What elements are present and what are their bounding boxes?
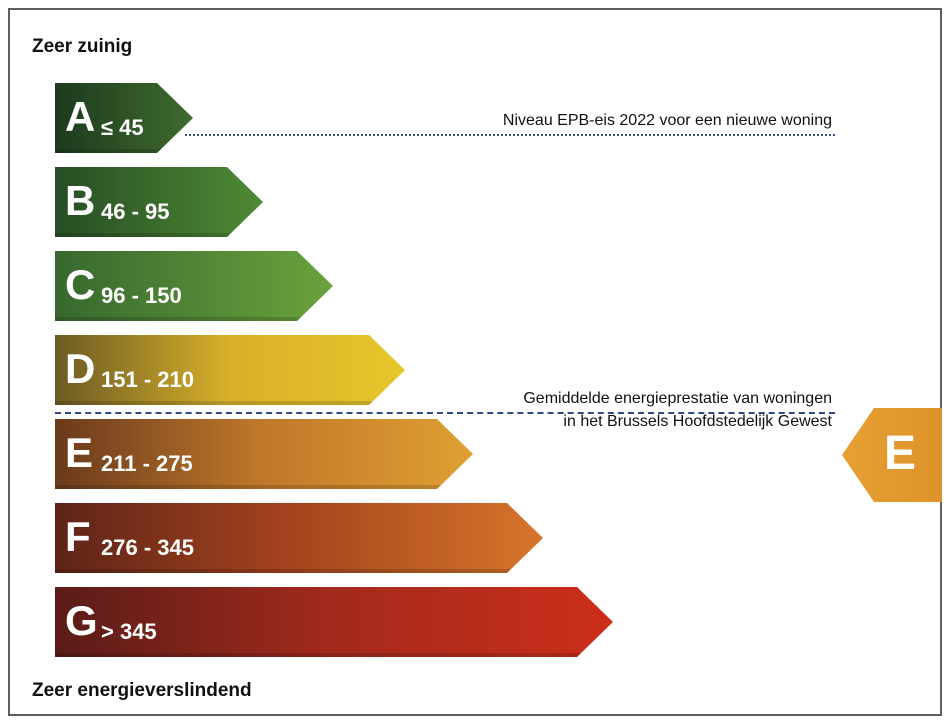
requirement-dotted-line [185, 134, 835, 136]
class-e-range: 211 - 275 [101, 451, 193, 476]
class-g-letter: G [65, 597, 98, 644]
class-g-bar: G > 345 [55, 587, 613, 657]
class-e-letter: E [65, 429, 94, 476]
current-class-letter: E [884, 427, 917, 480]
top-label: Zeer zuinig [32, 36, 133, 57]
class-b-letter: B [65, 177, 96, 224]
class-c-letter: C [65, 261, 96, 308]
class-f-range: 276 - 345 [101, 535, 194, 560]
class-c-bar: C 96 - 150 [55, 251, 333, 321]
class-e-bar: E 211 - 275 [55, 419, 473, 489]
class-d-bar: D 151 - 210 [55, 335, 405, 405]
average-annotation-line1: Gemiddelde energieprestatie van woningen [523, 390, 832, 407]
class-d-range: 151 - 210 [101, 367, 194, 392]
class-b-bar: B 46 - 95 [55, 167, 263, 237]
class-b-range: 46 - 95 [101, 199, 170, 224]
class-f-letter: F [65, 513, 91, 560]
class-a-range: ≤ 45 [101, 115, 144, 140]
class-g-range: > 345 [101, 619, 157, 644]
average-dashed-line [55, 412, 835, 414]
bottom-label: Zeer energieverslindend [32, 680, 252, 701]
class-c-range: 96 - 150 [101, 283, 182, 308]
requirement-annotation: Niveau EPB-eis 2022 voor een nieuwe woni… [502, 112, 832, 129]
average-annotation-line2: in het Brussels Hoofdstedelijk Gewest [563, 413, 832, 430]
class-d-letter: D [65, 345, 96, 392]
class-f-bar: F 276 - 345 [55, 503, 543, 573]
class-a-letter: A [65, 93, 96, 140]
